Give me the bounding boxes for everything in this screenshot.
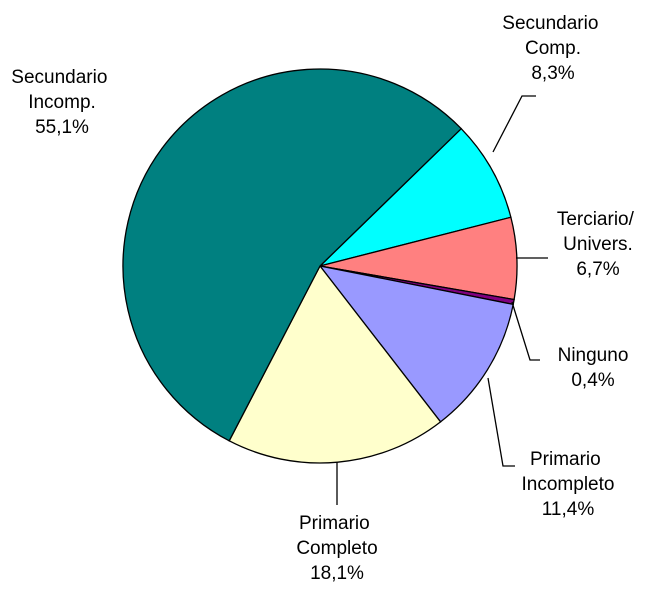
pie-slice bbox=[318, 265, 514, 423]
leader-line bbox=[511, 301, 540, 361]
value-label: 8,3% bbox=[531, 63, 574, 84]
slice-label: Primario Incompleto bbox=[522, 449, 615, 495]
slice-label: Ninguno bbox=[558, 345, 629, 366]
slice-label: Secundario Comp. bbox=[502, 13, 603, 59]
pie-slice bbox=[317, 127, 512, 268]
slice-label: Terciario/ Univers. bbox=[557, 209, 639, 255]
leader-line bbox=[487, 377, 515, 467]
value-label: 11,4% bbox=[542, 499, 595, 520]
value-label: 18,1% bbox=[310, 563, 364, 584]
pie-slice bbox=[122, 68, 463, 442]
value-label: 55,1% bbox=[35, 117, 89, 138]
slice-label: Primario Completo bbox=[296, 513, 377, 559]
value-label: 6,7% bbox=[576, 259, 619, 280]
slice-label: Secundario Incomp. bbox=[11, 67, 112, 113]
value-label: 0,4% bbox=[571, 370, 614, 391]
leader-line bbox=[492, 95, 536, 153]
